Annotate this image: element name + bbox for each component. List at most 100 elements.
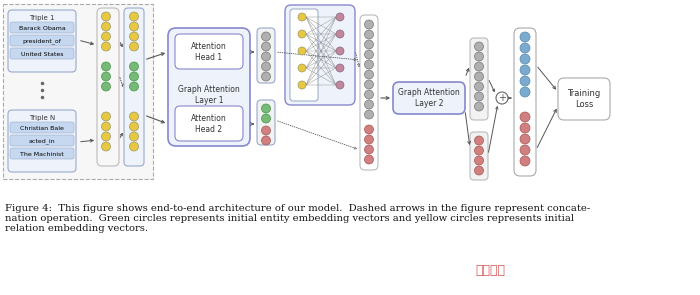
FancyBboxPatch shape	[8, 10, 76, 72]
Circle shape	[298, 81, 306, 89]
Text: Graph Attention
Layer 1: Graph Attention Layer 1	[178, 85, 240, 105]
Circle shape	[102, 72, 111, 81]
FancyBboxPatch shape	[10, 122, 74, 133]
Circle shape	[475, 62, 484, 71]
FancyBboxPatch shape	[10, 135, 74, 146]
Circle shape	[336, 81, 344, 89]
Circle shape	[262, 72, 270, 81]
Text: Christian Bale: Christian Bale	[20, 125, 64, 130]
Text: Barack Obama: Barack Obama	[19, 25, 65, 30]
Circle shape	[262, 52, 270, 61]
Circle shape	[102, 12, 111, 21]
Circle shape	[298, 13, 306, 21]
Circle shape	[365, 50, 374, 59]
Circle shape	[475, 136, 484, 145]
Text: The Machinist: The Machinist	[20, 152, 64, 157]
Circle shape	[365, 70, 374, 79]
Circle shape	[365, 145, 374, 154]
Text: nation operation.  Green circles represents initial entity embedding vectors and: nation operation. Green circles represen…	[5, 214, 574, 223]
Circle shape	[130, 132, 139, 141]
Circle shape	[520, 76, 530, 86]
FancyBboxPatch shape	[168, 28, 250, 146]
Circle shape	[298, 47, 306, 55]
Circle shape	[365, 60, 374, 69]
Text: relation embedding vectors.: relation embedding vectors.	[5, 224, 148, 233]
Circle shape	[365, 155, 374, 164]
Circle shape	[336, 64, 344, 72]
Circle shape	[102, 142, 111, 151]
Bar	[3, 4, 153, 179]
Circle shape	[475, 146, 484, 155]
Text: Training
Loss: Training Loss	[568, 88, 601, 109]
Circle shape	[262, 126, 270, 135]
Circle shape	[102, 42, 111, 51]
Circle shape	[102, 82, 111, 91]
FancyBboxPatch shape	[360, 15, 378, 170]
FancyBboxPatch shape	[393, 82, 465, 114]
FancyBboxPatch shape	[10, 22, 74, 33]
Text: president_of: president_of	[22, 38, 62, 44]
FancyBboxPatch shape	[290, 9, 318, 101]
Circle shape	[365, 30, 374, 39]
Circle shape	[475, 102, 484, 111]
Circle shape	[298, 30, 306, 38]
FancyBboxPatch shape	[124, 8, 144, 166]
Circle shape	[102, 22, 111, 31]
Text: Attention
Head 1: Attention Head 1	[191, 42, 227, 63]
Circle shape	[262, 136, 270, 145]
Circle shape	[520, 145, 530, 155]
FancyBboxPatch shape	[558, 78, 610, 120]
Circle shape	[130, 22, 139, 31]
FancyBboxPatch shape	[10, 48, 74, 59]
FancyBboxPatch shape	[285, 5, 355, 105]
Circle shape	[475, 42, 484, 51]
Circle shape	[102, 32, 111, 41]
Circle shape	[475, 156, 484, 165]
Circle shape	[496, 92, 508, 104]
Circle shape	[336, 30, 344, 38]
Text: Graph Attention
Layer 2: Graph Attention Layer 2	[398, 88, 460, 108]
Circle shape	[520, 112, 530, 122]
Text: Figure 4:  This figure shows end-to-end architecture of our model.  Dashed arrow: Figure 4: This figure shows end-to-end a…	[5, 204, 590, 213]
Text: Triple 1: Triple 1	[29, 15, 55, 21]
Circle shape	[520, 123, 530, 133]
Circle shape	[336, 13, 344, 21]
Circle shape	[365, 110, 374, 119]
Circle shape	[520, 54, 530, 64]
Circle shape	[130, 142, 139, 151]
Circle shape	[475, 82, 484, 91]
Circle shape	[520, 32, 530, 42]
Circle shape	[520, 156, 530, 166]
Circle shape	[130, 122, 139, 131]
FancyBboxPatch shape	[470, 38, 488, 120]
Circle shape	[262, 42, 270, 51]
Text: United States: United States	[21, 52, 63, 57]
Circle shape	[520, 87, 530, 97]
Circle shape	[262, 62, 270, 71]
Circle shape	[298, 64, 306, 72]
Circle shape	[520, 134, 530, 144]
Circle shape	[520, 65, 530, 75]
Circle shape	[520, 43, 530, 53]
Circle shape	[365, 80, 374, 89]
Circle shape	[130, 112, 139, 121]
Circle shape	[130, 32, 139, 41]
Circle shape	[262, 114, 270, 123]
FancyBboxPatch shape	[257, 100, 275, 145]
Circle shape	[102, 122, 111, 131]
Circle shape	[475, 72, 484, 81]
FancyBboxPatch shape	[10, 148, 74, 159]
Text: Attention
Head 2: Attention Head 2	[191, 114, 227, 135]
Text: 谷普下载: 谷普下载	[475, 263, 505, 276]
Circle shape	[102, 112, 111, 121]
Circle shape	[130, 62, 139, 71]
Circle shape	[336, 47, 344, 55]
FancyBboxPatch shape	[175, 106, 243, 141]
FancyBboxPatch shape	[8, 110, 76, 172]
Circle shape	[475, 92, 484, 101]
FancyBboxPatch shape	[470, 132, 488, 180]
FancyBboxPatch shape	[175, 34, 243, 69]
Circle shape	[475, 166, 484, 175]
Circle shape	[365, 20, 374, 29]
Circle shape	[475, 52, 484, 61]
